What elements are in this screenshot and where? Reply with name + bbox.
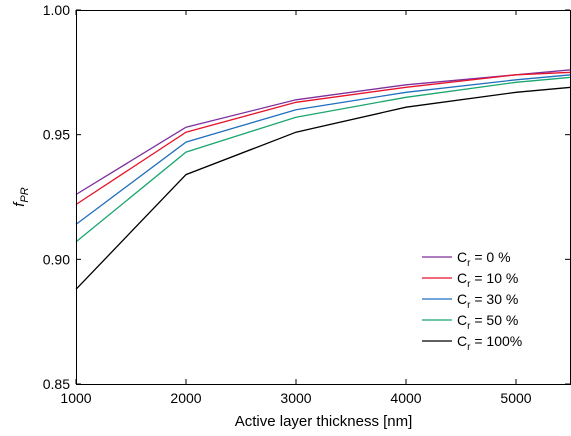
- legend-label-3: Cr = 50 %: [457, 312, 518, 332]
- y-axis-label: fPR: [11, 187, 31, 207]
- x-tick-label: 2000: [170, 390, 201, 406]
- legend-label-1: Cr = 10 %: [457, 270, 518, 290]
- legend: Cr = 0 %Cr = 10 %Cr = 30 %Cr = 50 %Cr = …: [422, 249, 522, 353]
- x-tick-label: 1000: [60, 390, 91, 406]
- x-axis-label: Active layer thickness [nm]: [235, 413, 413, 430]
- y-tick-label: 1.00: [43, 2, 70, 18]
- y-axis-label-sub: PR: [19, 187, 31, 202]
- x-tick-label: 4000: [390, 390, 421, 406]
- x-tick-label: 5000: [500, 390, 531, 406]
- ticks-layer: 1000 2000 3000 4000 5000 0.85 0.90 0.95 1.00: [43, 2, 570, 406]
- x-tick-label: 3000: [280, 390, 311, 406]
- plot-frame: [76, 10, 571, 385]
- y-axis-label-main: f: [11, 201, 28, 207]
- series-line-2: [75, 74, 571, 225]
- legend-label-4: Cr = 100%: [457, 333, 522, 353]
- y-tick-label: 0.95: [43, 127, 70, 143]
- legend-label-2: Cr = 30 %: [457, 291, 518, 311]
- series-line-1: [75, 71, 571, 206]
- series-line-3: [75, 76, 571, 243]
- legend-label-0: Cr = 0 %: [457, 249, 511, 269]
- series-layer: [75, 69, 571, 290]
- series-line-0: [75, 69, 571, 196]
- series-line-4: [75, 86, 571, 290]
- y-tick-label: 0.85: [43, 376, 70, 392]
- y-tick-label: 0.90: [43, 251, 70, 267]
